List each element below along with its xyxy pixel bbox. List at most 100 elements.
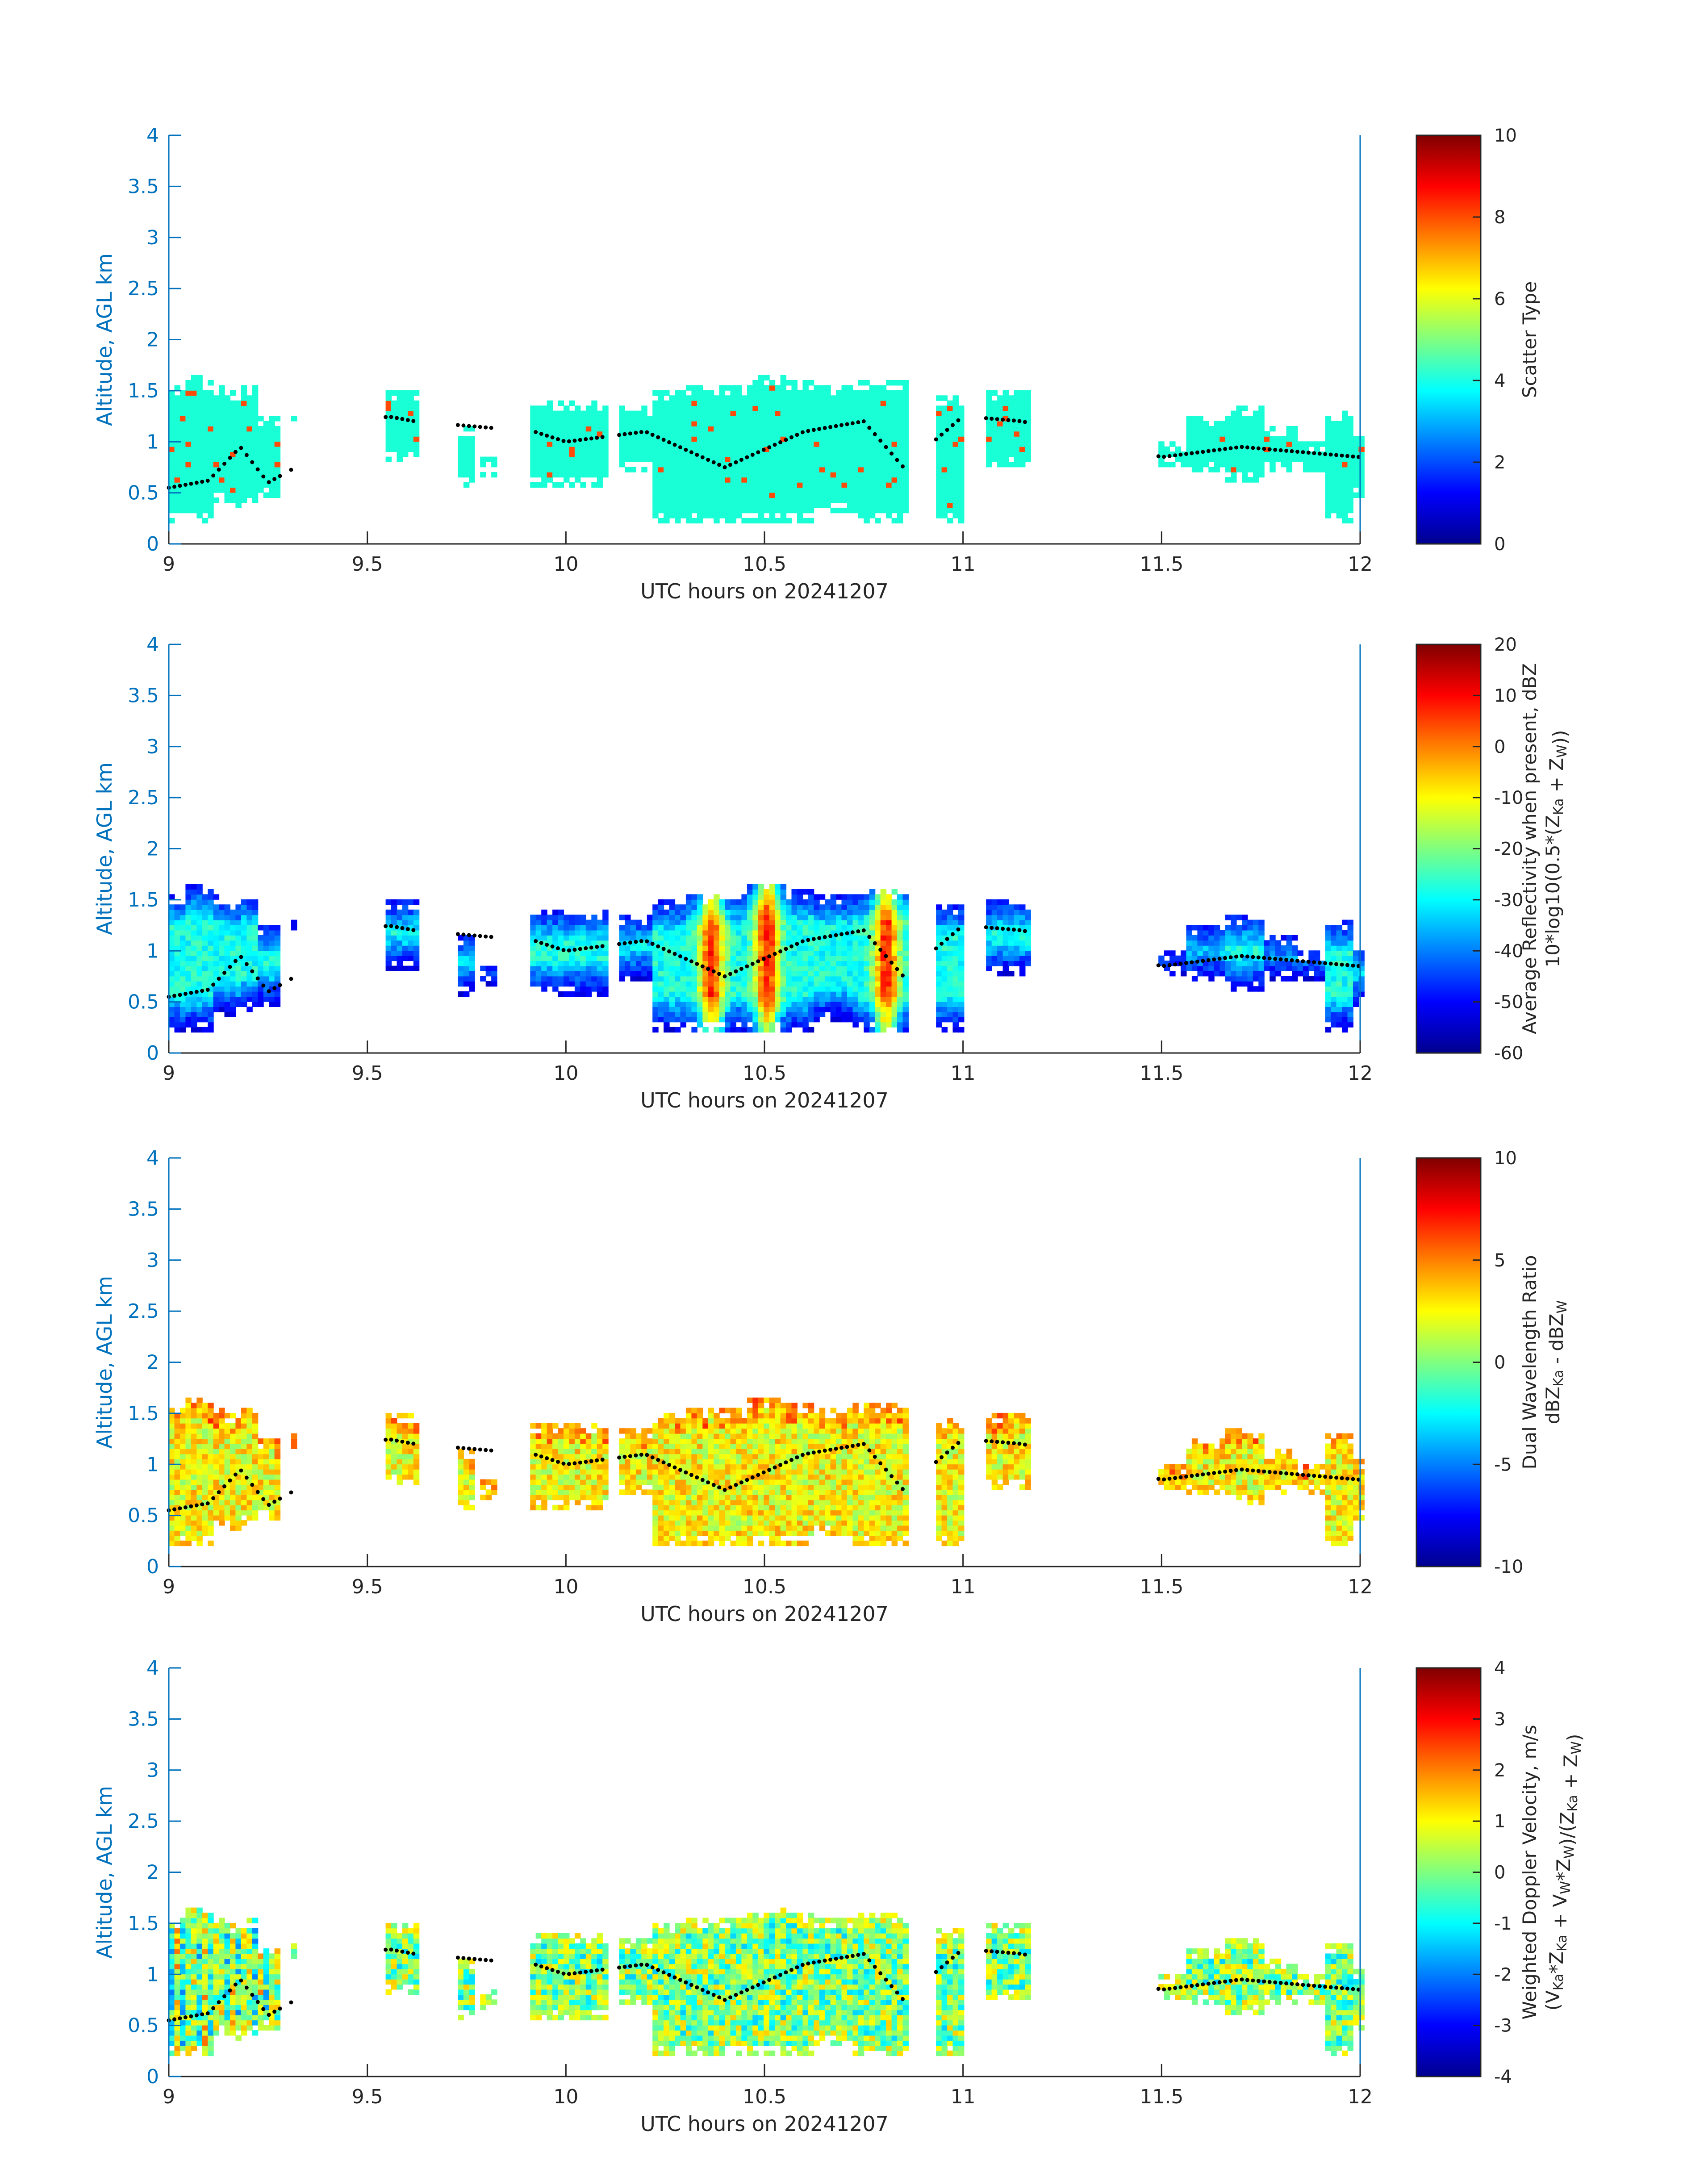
heatmap-cell [213, 482, 220, 488]
heatmap-cell [991, 904, 998, 910]
heatmap-cell [747, 426, 753, 432]
heatmap-cell [714, 925, 720, 931]
heatmap-cell [902, 935, 909, 941]
heatmap-cell [730, 507, 736, 514]
heatmap-cell [602, 976, 609, 982]
heatmap-cell [769, 991, 776, 997]
heatmap-cell [730, 1011, 736, 1017]
heatmap-cell [697, 497, 703, 503]
heatmap-cell [780, 451, 787, 457]
heatmap-cell [830, 950, 837, 956]
heatmap-cell [552, 919, 559, 925]
heatmap-cell [880, 431, 887, 437]
heatmap-cell [541, 436, 547, 442]
heatmap-cell [658, 996, 664, 1002]
heatmap-cell [802, 436, 809, 442]
heatmap-cell [241, 940, 247, 946]
heatmap-cell [786, 441, 792, 447]
heatmap-cell [758, 385, 764, 391]
heatmap-cell [530, 410, 536, 416]
heatmap-cell [697, 899, 703, 905]
marker-dot [233, 450, 238, 454]
heatmap-cell [180, 426, 186, 432]
heatmap-cell [680, 915, 686, 920]
heatmap-cell [1014, 456, 1020, 462]
heatmap-cell [685, 472, 692, 478]
heatmap-cell [808, 1001, 814, 1007]
heatmap-cell [708, 1016, 714, 1023]
heatmap-cell [1358, 492, 1365, 498]
heatmap-cell [208, 945, 214, 951]
heatmap-cell [825, 416, 831, 422]
heatmap-cell [902, 991, 909, 997]
heatmap-cell [780, 940, 787, 946]
heatmap-cell [786, 456, 792, 462]
heatmap-cell [675, 518, 681, 524]
heatmap-cell [852, 935, 859, 941]
heatmap-cell [841, 400, 848, 406]
heatmap-cell [819, 986, 826, 992]
heatmap-cell [714, 410, 720, 416]
heatmap-cell [875, 482, 881, 488]
heatmap-cell [230, 462, 236, 468]
marker-dot [484, 425, 488, 430]
heatmap-cell [891, 945, 898, 951]
heatmap-cell [469, 477, 475, 483]
heatmap-cell [741, 1007, 748, 1012]
marker-dot [1334, 453, 1339, 457]
heatmap-cell [897, 487, 903, 493]
heatmap-cell [880, 456, 887, 462]
heatmap-cell [591, 446, 597, 452]
heatmap-cell [764, 502, 770, 508]
heatmap-cell [758, 507, 764, 514]
heatmap-cell [274, 950, 281, 956]
heatmap-cell [1353, 436, 1359, 442]
heatmap-cell [841, 945, 848, 951]
heatmap-cell [208, 1001, 214, 1007]
heatmap-cell [652, 487, 659, 493]
heatmap-cell [747, 1011, 753, 1017]
heatmap-cell [858, 904, 864, 910]
heatmap-cell [747, 431, 753, 437]
heatmap-cell [397, 915, 403, 920]
heatmap-cell [174, 965, 180, 971]
heatmap-cell [664, 909, 670, 915]
heatmap-cell [1358, 482, 1365, 488]
heatmap-cell [752, 1027, 759, 1033]
heatmap-cell [830, 1011, 837, 1017]
heatmap-cell [680, 965, 686, 971]
heatmap-cell [1219, 431, 1226, 437]
heatmap-cell [758, 497, 764, 503]
heatmap-cell [235, 945, 242, 951]
heatmap-cell [819, 955, 826, 961]
heatmap-cell [730, 400, 736, 406]
heatmap-cell [958, 507, 965, 514]
heatmap-cell [564, 446, 570, 452]
heatmap-cell [1002, 421, 1009, 426]
heatmap-cell [852, 405, 859, 411]
heatmap-cell [725, 456, 731, 462]
heatmap-cell [585, 940, 592, 946]
heatmap-cell [758, 380, 764, 386]
heatmap-cell [858, 426, 864, 432]
heatmap-cell [714, 981, 720, 987]
heatmap-cell [680, 436, 686, 442]
heatmap-cell [752, 385, 759, 391]
heatmap-cell [869, 925, 876, 931]
heatmap-cell [847, 919, 853, 925]
heatmap-cell [802, 400, 809, 406]
heatmap-cell [886, 380, 892, 386]
heatmap-cell [630, 950, 636, 956]
marker-dot [1234, 445, 1238, 450]
heatmap-cell [385, 899, 392, 905]
heatmap-cell [680, 925, 686, 931]
heatmap-cell [786, 395, 792, 401]
heatmap-cell [819, 909, 826, 915]
heatmap-cell [169, 965, 175, 971]
heatmap-cell [758, 502, 764, 508]
heatmap-cell [752, 410, 759, 416]
heatmap-cell [208, 405, 214, 411]
heatmap-cell [758, 894, 764, 900]
heatmap-cell [902, 441, 909, 447]
heatmap-cell [752, 436, 759, 442]
